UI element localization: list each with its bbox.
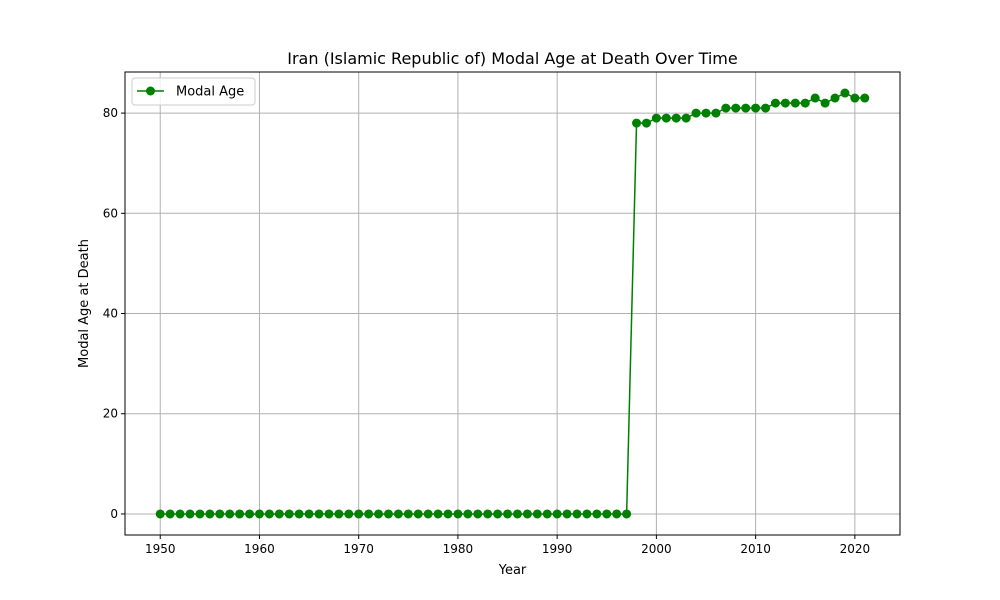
data-point: [522, 509, 532, 519]
data-point: [632, 118, 642, 128]
x-tick-label: 2000: [641, 542, 672, 556]
data-point: [820, 98, 830, 108]
data-point: [770, 98, 780, 108]
data-point: [612, 509, 622, 519]
data-point: [572, 509, 582, 519]
data-point: [235, 509, 245, 519]
data-point: [860, 93, 870, 103]
data-point: [493, 509, 503, 519]
plot-area-frame: [124, 71, 901, 536]
chart-title: Iran (Islamic Republic of) Modal Age at …: [287, 49, 737, 68]
data-point: [790, 98, 800, 108]
data-point: [532, 509, 542, 519]
data-point: [403, 509, 413, 519]
data-point: [264, 509, 274, 519]
y-tick-label: 20: [103, 407, 118, 421]
data-point: [641, 118, 651, 128]
data-point: [721, 103, 731, 113]
data-point: [324, 509, 334, 519]
x-axis-label: Year: [498, 563, 527, 578]
data-point: [751, 103, 761, 113]
data-point: [393, 509, 403, 519]
data-point: [165, 509, 175, 519]
x-tick-label: 1950: [145, 542, 176, 556]
series-layer: [155, 88, 870, 519]
data-point: [582, 509, 592, 519]
x-tick-label: 1970: [343, 542, 374, 556]
x-tick-label: 1960: [244, 542, 275, 556]
data-point: [681, 113, 691, 123]
data-point: [453, 509, 463, 519]
data-point: [503, 509, 513, 519]
data-point: [731, 103, 741, 113]
data-point: [175, 509, 185, 519]
data-point: [334, 509, 344, 519]
data-point: [374, 509, 384, 519]
data-point: [780, 98, 790, 108]
x-tick-label: 2020: [840, 542, 871, 556]
x-tick-label: 1980: [443, 542, 474, 556]
data-point: [304, 509, 314, 519]
y-tick-label: 80: [103, 106, 118, 120]
data-point: [512, 509, 522, 519]
data-point: [284, 509, 294, 519]
data-point: [215, 509, 225, 519]
data-point: [205, 509, 215, 519]
data-point: [364, 509, 374, 519]
data-point: [701, 108, 711, 118]
y-tick-label: 40: [103, 307, 118, 321]
data-point: [383, 509, 393, 519]
data-point: [254, 509, 264, 519]
x-tick-label: 2010: [740, 542, 771, 556]
x-tick-label: 1990: [542, 542, 573, 556]
data-point: [245, 509, 255, 519]
data-point: [314, 509, 324, 519]
data-point: [671, 113, 681, 123]
data-point: [741, 103, 751, 113]
data-point: [423, 509, 433, 519]
legend: Modal Age: [131, 77, 256, 106]
data-point: [344, 509, 354, 519]
legend-marker-sample: [146, 86, 155, 96]
data-point: [661, 113, 671, 123]
data-point: [800, 98, 810, 108]
legend-box: [131, 77, 256, 106]
data-point: [463, 509, 473, 519]
legend-label: Modal Age: [176, 85, 244, 100]
tick-layer: 1950 1960 1970 1980 1990 2000 2010 2020 0 20 40 60 8…: [103, 106, 870, 556]
data-point: [830, 93, 840, 103]
data-point: [413, 509, 423, 519]
data-point: [433, 509, 443, 519]
data-point: [483, 509, 493, 519]
data-point: [691, 108, 701, 118]
data-point: [850, 93, 860, 103]
data-point: [225, 509, 235, 519]
data-point: [761, 103, 771, 113]
data-point: [562, 509, 572, 519]
data-point: [651, 113, 661, 123]
y-tick-label: 60: [103, 206, 118, 220]
data-point: [602, 509, 612, 519]
data-point: [155, 509, 165, 519]
data-point: [274, 509, 284, 519]
data-point: [810, 93, 820, 103]
data-point: [294, 509, 304, 519]
data-point: [443, 509, 453, 519]
data-point: [542, 509, 552, 519]
data-point: [473, 509, 483, 519]
y-tick-label: 0: [110, 507, 118, 521]
data-point: [840, 88, 850, 98]
data-point: [552, 509, 562, 519]
data-point: [354, 509, 364, 519]
data-point: [622, 509, 632, 519]
data-point: [185, 509, 195, 519]
data-point: [195, 509, 205, 519]
data-point: [592, 509, 602, 519]
data-point: [711, 108, 721, 118]
y-axis-label: Modal Age at Death: [77, 239, 92, 368]
